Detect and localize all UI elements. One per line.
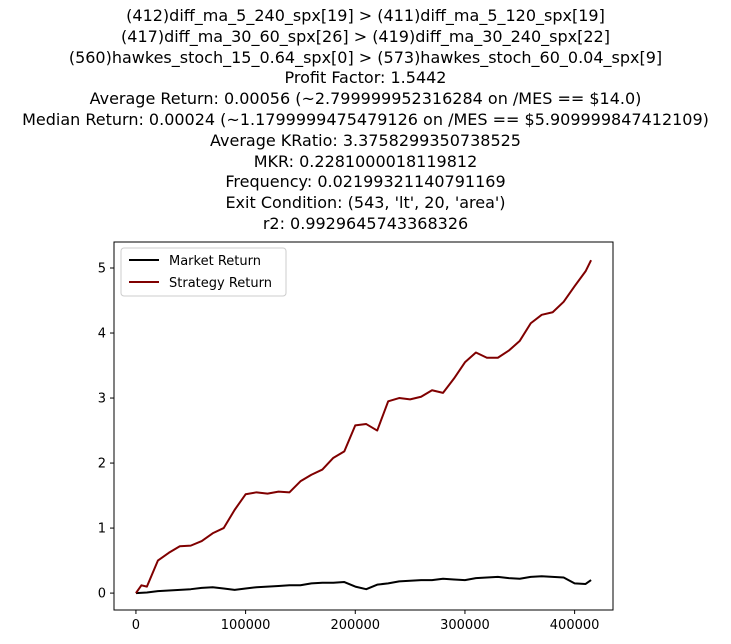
plot-frame [113, 241, 614, 611]
title-line-average-return: Average Return: 0.00056 (~2.799999952316… [89, 89, 642, 109]
y-tick-label: 0 [98, 587, 106, 602]
title-line-r2: r2: 0.9929645743368326 [262, 213, 469, 233]
x-tick-label: 200000 [330, 618, 380, 633]
y-tick-label: 5 [98, 262, 106, 277]
y-tick-label: 3 [98, 392, 106, 407]
y-tick-label: 1 [98, 522, 106, 537]
x-tick-label: 300000 [440, 618, 490, 633]
x-tick-label: 0 [132, 618, 140, 633]
title-line-profit-factor: Profit Factor: 1.5442 [284, 68, 447, 88]
title-line-mkr: MKR: 0.2281000018119812 [253, 151, 478, 171]
series-line-market-return [135, 575, 592, 595]
title-line-median-return: Median Return: 0.00024 (~1.1799999475479… [22, 109, 709, 129]
x-axis: 0 100000 200000 300000 400000 [132, 610, 600, 633]
y-axis: 0 1 2 3 4 5 [98, 262, 114, 602]
series-layer [135, 259, 592, 595]
x-tick-label: 100000 [221, 618, 271, 633]
legend: Market Return Strategy Return [120, 247, 287, 297]
title-line-1: (412)diff_ma_5_240_spx[19] > (411)diff_m… [126, 6, 605, 25]
legend-box [120, 247, 287, 297]
title-line-average-kratio: Average KRatio: 3.3758299350738525 [210, 130, 521, 150]
title-line-frequency: Frequency: 0.02199321140791169 [225, 172, 506, 192]
title-line-3: (560)hawkes_stoch_15_0.64_spx[0] > (573)… [68, 47, 663, 67]
legend-label-strategy-return: Strategy Return [169, 276, 272, 291]
series-line-strategy-return [135, 259, 592, 594]
y-tick-label: 2 [98, 457, 106, 472]
x-tick-label: 400000 [550, 618, 600, 633]
chart-title: (412)diff_ma_5_240_spx[19] > (411)diff_m… [0, 6, 731, 235]
title-line-exit-condition: Exit Condition: (543, 'lt', 20, 'area') [225, 193, 506, 213]
title-line-2: (417)diff_ma_30_60_spx[26] > (419)diff_m… [121, 26, 610, 46]
y-tick-label: 4 [98, 327, 106, 342]
legend-label-market-return: Market Return [169, 254, 261, 269]
